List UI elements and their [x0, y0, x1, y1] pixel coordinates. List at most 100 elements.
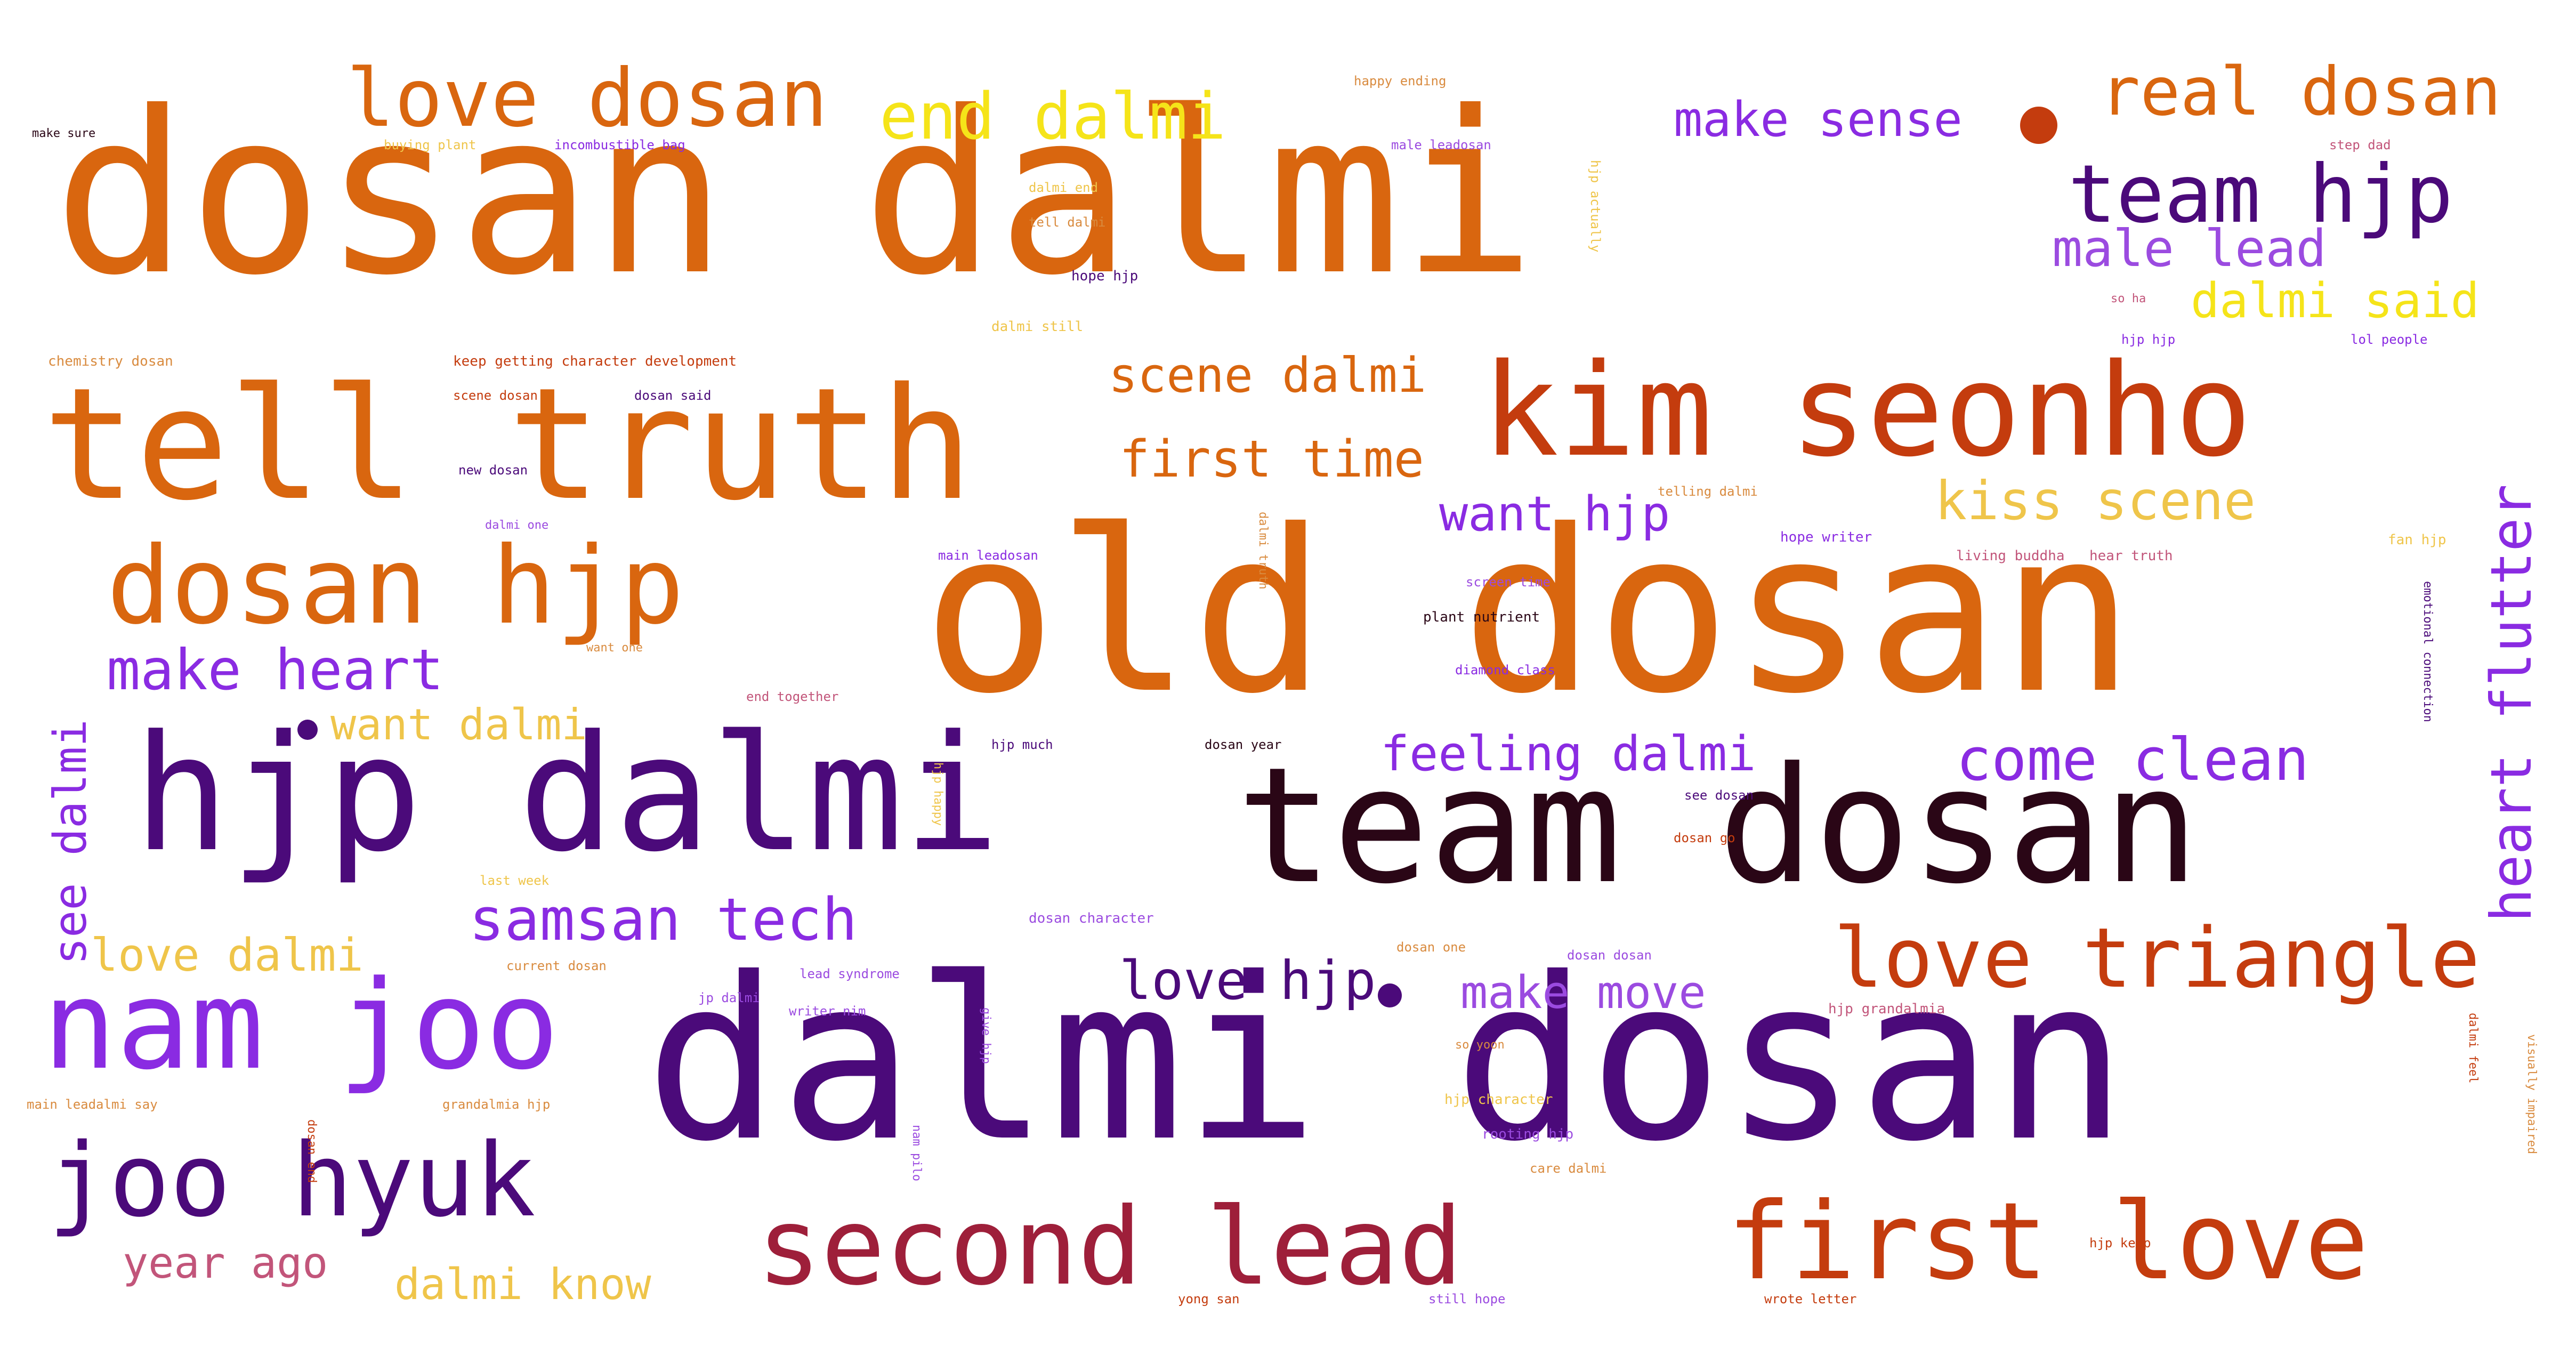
word: chemistry dosan	[48, 353, 173, 369]
word: male leadosan	[1391, 138, 1491, 152]
word: buying plant	[384, 138, 477, 152]
word: see dosan	[1684, 788, 1754, 803]
word: dosan dosan	[1567, 948, 1652, 963]
word: screen time	[1466, 575, 1551, 590]
word: new dosan	[458, 463, 528, 478]
word: real dosan	[2100, 53, 2501, 131]
word: make move	[1460, 966, 1706, 1019]
word-vertical: dalmi truth	[1256, 512, 1270, 590]
word: want one	[586, 641, 643, 655]
word: year ago	[123, 1238, 328, 1288]
word: telling dalmi	[1658, 484, 1758, 499]
word: come clean	[1956, 725, 2309, 794]
word: writer nim	[789, 1004, 866, 1019]
word: dosan said	[634, 388, 712, 403]
word: care dalmi	[1530, 1161, 1607, 1176]
word: kiss scene	[1935, 470, 2256, 532]
word: still hope	[1428, 1292, 1506, 1307]
word: make heart	[107, 638, 444, 703]
word-vertical: see dalmi	[44, 719, 97, 965]
word: hjp keep	[2089, 1236, 2151, 1251]
word: second lead	[757, 1185, 1463, 1309]
dot	[297, 720, 318, 740]
word: love dosan	[346, 52, 828, 145]
word: so yoon	[1455, 1038, 1505, 1052]
word: team dosan	[1237, 733, 2200, 919]
word-vertical: visually impaired	[2525, 1034, 2538, 1155]
word: dosan year	[1205, 737, 1282, 752]
word: tell dalmi	[1029, 215, 1106, 230]
word: kim seonho	[1482, 336, 2252, 485]
word: hjp grandalmia	[1828, 1001, 1945, 1017]
word: fan hjp	[2388, 532, 2446, 548]
word: step dad	[2329, 138, 2391, 152]
word: scene dosan	[453, 388, 538, 403]
word: lol people	[2351, 332, 2428, 347]
word: main leadalmi say	[27, 1097, 158, 1112]
word: end dalmi	[879, 80, 1226, 154]
word: dosan hjp	[107, 524, 684, 648]
word: yong san	[1178, 1292, 1240, 1307]
word: love triangle	[1834, 910, 2481, 1006]
word: diamond class	[1455, 663, 1555, 678]
word-vertical: hjp happy	[931, 762, 944, 826]
word-vertical: nam pilo	[910, 1125, 923, 1181]
word: first love	[1727, 1180, 2369, 1304]
word: lead syndrome	[800, 966, 900, 981]
word: jp dalmi	[698, 990, 760, 1005]
word: dalmi end	[1029, 180, 1099, 195]
word: wrote letter	[1764, 1292, 1857, 1307]
word: old dosan	[922, 482, 2135, 743]
word: hjp character	[1444, 1092, 1553, 1108]
word: main leadosan	[938, 548, 1038, 563]
word-vertical: dalmi feel	[2466, 1013, 2480, 1084]
word: dalmi said	[2191, 273, 2480, 329]
word-vertical: dosan end	[305, 1119, 318, 1183]
word: team hjp	[2068, 148, 2453, 241]
word: plant nutrient	[1423, 609, 1540, 625]
word: samsan tech	[469, 885, 858, 954]
word: love dalmi	[91, 929, 364, 982]
word: hjp much	[991, 737, 1053, 752]
word: scene dalmi	[1109, 348, 1427, 404]
word: feeling dalmi	[1380, 726, 1756, 782]
word: dalmi know	[394, 1260, 651, 1309]
word: male lead	[2052, 220, 2327, 278]
word: hjp hjp	[2121, 332, 2176, 347]
word: keep getting character development	[453, 353, 737, 369]
word: first time	[1119, 430, 1424, 489]
word-vertical: hjp actually	[1588, 160, 1603, 253]
word: incombustible bag	[554, 138, 685, 152]
word: rooting hjp	[1482, 1126, 1574, 1142]
dot	[2020, 107, 2057, 144]
word: make sure	[32, 127, 96, 140]
word: dalmi still	[991, 319, 1084, 335]
word: make sense	[1674, 92, 1963, 148]
word: dosan one	[1396, 940, 1466, 955]
word: love hjp	[1119, 949, 1376, 1012]
word: dosan dalmi	[53, 64, 1536, 325]
word: joo hyuk	[48, 1122, 536, 1239]
word: want hjp	[1439, 486, 1670, 542]
word: end together	[746, 689, 839, 704]
word-vertical: emotional connection	[2421, 581, 2434, 722]
word: tell truth	[43, 355, 973, 535]
word: grandalmia hjp	[442, 1097, 551, 1112]
word: nam joo	[43, 955, 560, 1097]
word: want dalmi	[330, 700, 587, 749]
word: hjp dalmi	[133, 701, 1000, 887]
word: dosan go	[1674, 830, 1735, 845]
word: dosan character	[1029, 910, 1154, 926]
word: living buddha	[1956, 548, 2065, 564]
word: hear truth	[2089, 548, 2173, 564]
word: happy ending	[1354, 74, 1447, 88]
word: dalmi one	[485, 519, 549, 532]
word: current dosan	[506, 958, 607, 973]
word: hope hjp	[1071, 268, 1138, 284]
dot	[1378, 983, 1402, 1007]
word-vertical: give hjp	[979, 1007, 992, 1064]
word: last week	[480, 873, 550, 888]
word: hope writer	[1780, 529, 1872, 545]
word: so ha	[2111, 292, 2146, 305]
